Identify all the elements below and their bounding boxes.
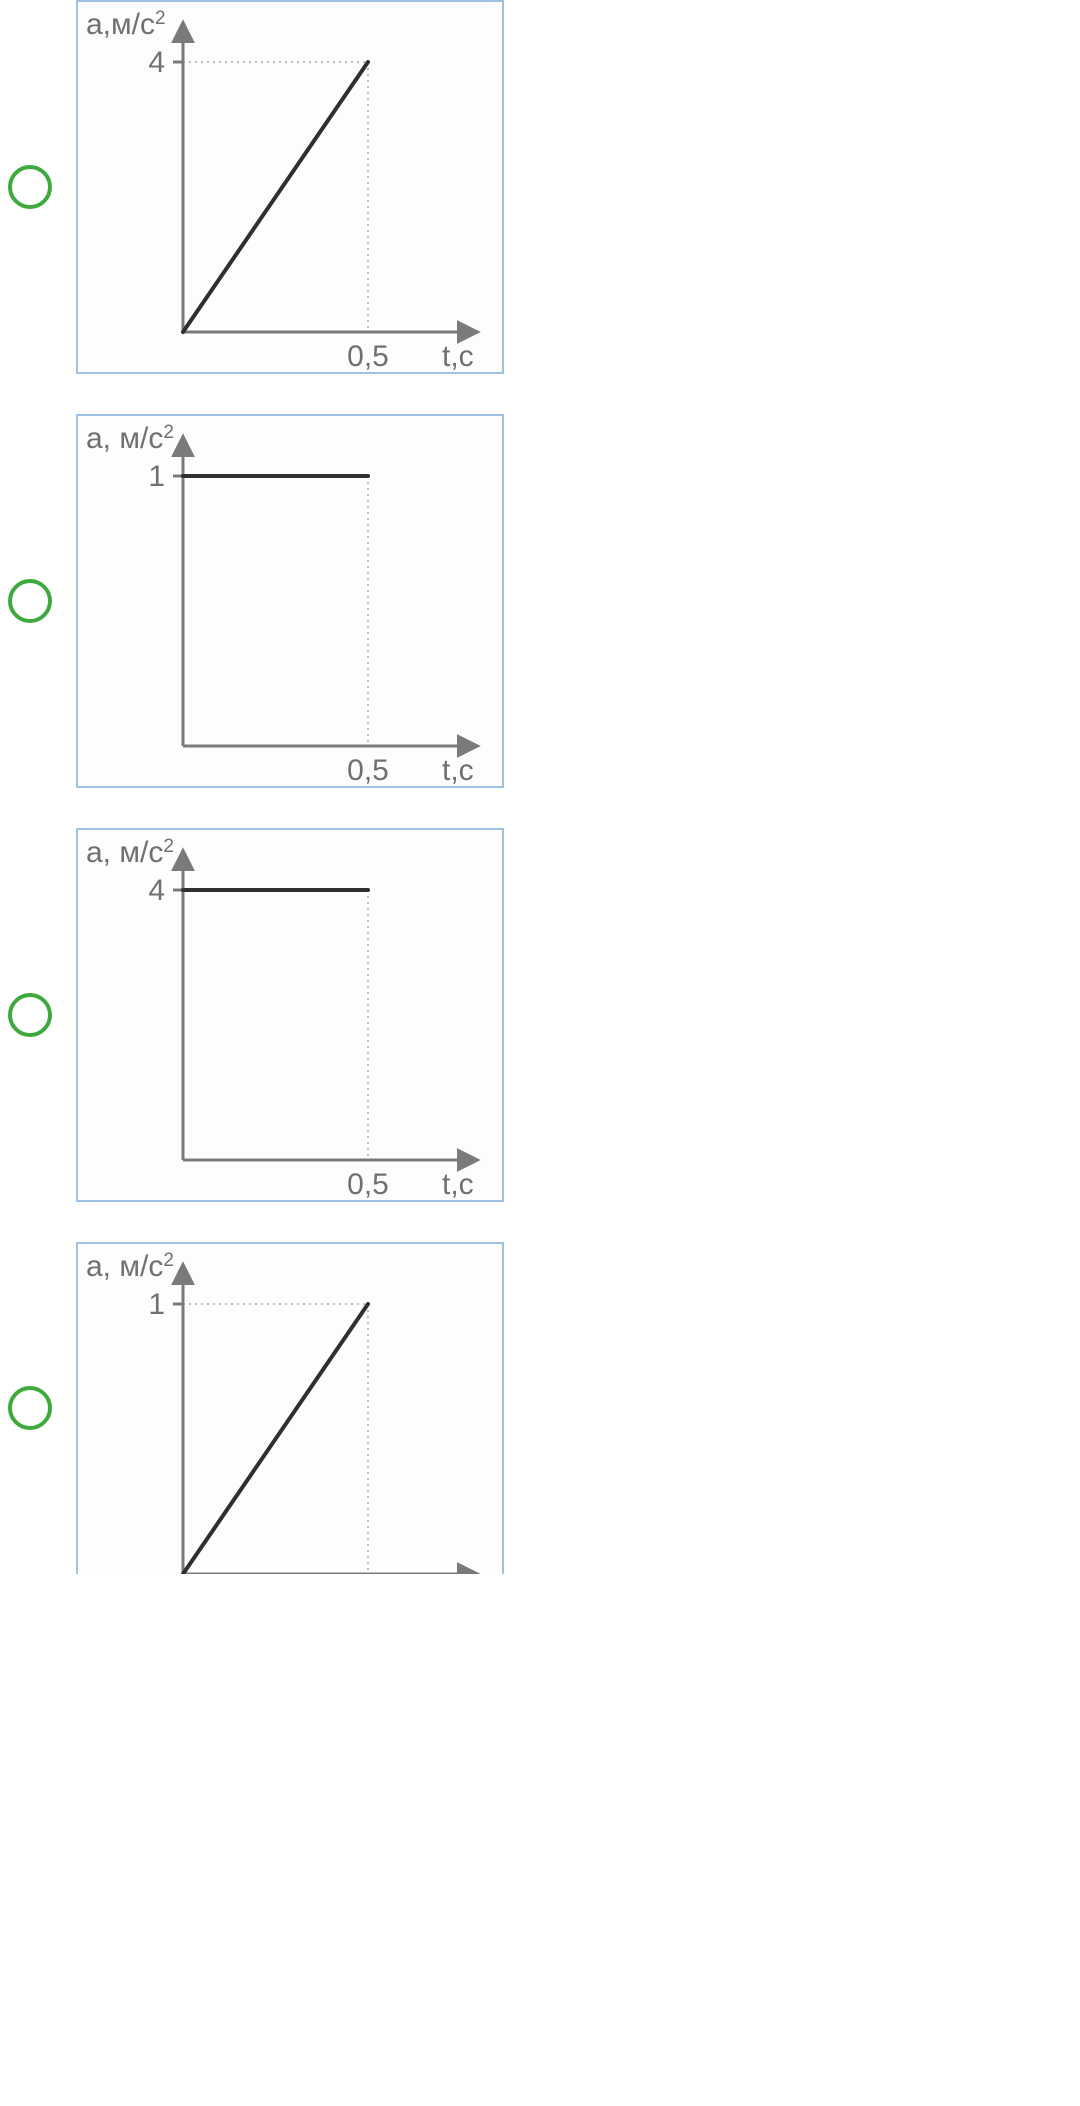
options-list: а,м/с2 4 0,5 t,с а, м/с2 1 0,5 t,с а, м/с2 4 0,5 t,… bbox=[0, 0, 1080, 1574]
x-tick-label: 0,5 bbox=[347, 1168, 389, 1200]
option-row: а, м/с2 1 0,5 t,с bbox=[0, 414, 1080, 788]
chart-svg: а, м/с2 1 0,5 t,с bbox=[78, 416, 502, 786]
y-axis-label: а, м/с2 bbox=[86, 422, 174, 456]
y-tick-label: 4 bbox=[148, 46, 165, 79]
x-axis-label: t,с bbox=[442, 1168, 474, 1200]
y-tick-label: 4 bbox=[148, 874, 165, 907]
chart-svg: а, м/с210,5t,с bbox=[78, 1244, 502, 1574]
option-row: а,м/с2 4 0,5 t,с bbox=[0, 0, 1080, 374]
radio-button[interactable] bbox=[8, 993, 52, 1037]
radio-button[interactable] bbox=[8, 1386, 52, 1430]
chart-svg: а, м/с2 4 0,5 t,с bbox=[78, 830, 502, 1200]
x-tick-label: 0,5 bbox=[347, 340, 389, 372]
radio-button[interactable] bbox=[8, 165, 52, 209]
y-tick-label: 1 bbox=[148, 460, 165, 493]
y-axis-label: а, м/с2 bbox=[86, 836, 174, 870]
option-row: а, м/с2 4 0,5 t,с bbox=[0, 828, 1080, 1202]
chart-option[interactable]: а, м/с210,5t,с bbox=[76, 1242, 504, 1574]
x-axis-label: t,с bbox=[442, 340, 474, 372]
radio-button[interactable] bbox=[8, 579, 52, 623]
x-axis-label: t,с bbox=[442, 754, 474, 786]
chart-option[interactable]: а, м/с2 4 0,5 t,с bbox=[76, 828, 504, 1202]
chart-svg: а,м/с2 4 0,5 t,с bbox=[78, 2, 502, 372]
chart-option[interactable]: а,м/с2 4 0,5 t,с bbox=[76, 0, 504, 374]
y-axis-label: а, м/с2 bbox=[86, 1250, 174, 1284]
option-row: а, м/с210,5t,с bbox=[0, 1242, 1080, 1574]
y-tick-label: 1 bbox=[148, 1288, 165, 1321]
x-tick-label: 0,5 bbox=[347, 754, 389, 786]
chart-option[interactable]: а, м/с2 1 0,5 t,с bbox=[76, 414, 504, 788]
y-axis-label: а,м/с2 bbox=[86, 8, 166, 42]
